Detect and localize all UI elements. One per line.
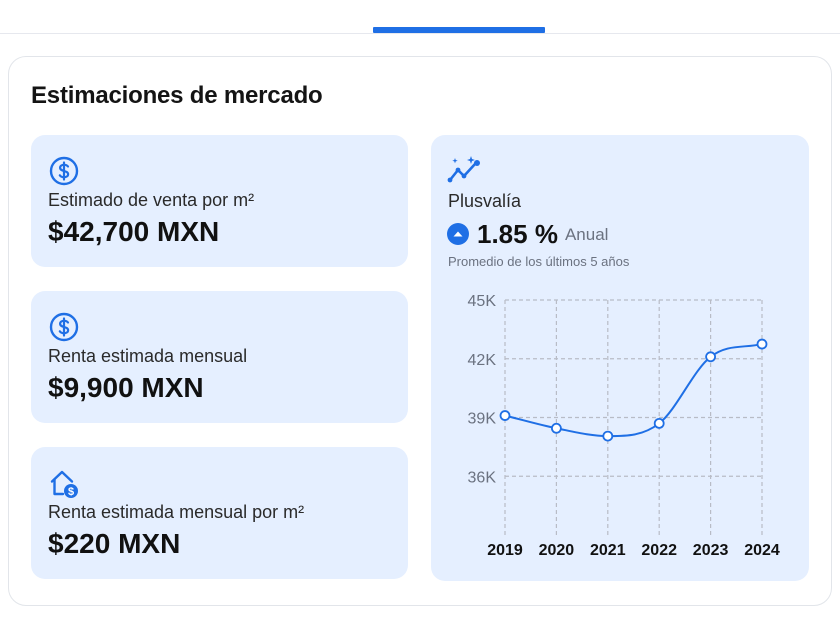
active-tab-indicator bbox=[373, 27, 545, 33]
svg-text:$: $ bbox=[68, 486, 74, 498]
plusvalia-period: Anual bbox=[564, 225, 609, 244]
stat-card-sale-per-m2: Estimado de venta por m² $42,700 MXN bbox=[31, 135, 408, 267]
stat-label: Estimado de venta por m² bbox=[48, 190, 255, 210]
arrow-up-circle-icon bbox=[447, 223, 469, 245]
stat-card-monthly-rent: Renta estimada mensual $9,900 MXN bbox=[31, 291, 408, 423]
plusvalia-line-chart: 36K 39K 42K 45K 2019 2020 2021 2022 2023 2024 bbox=[468, 293, 780, 559]
top-tab-bar bbox=[0, 0, 840, 34]
stat-card-monthly-rent-per-m2: $ Renta estimada mensual por m² $220 MXN bbox=[31, 447, 408, 579]
x-tick-label: 2024 bbox=[744, 542, 780, 559]
data-point bbox=[653, 417, 665, 429]
x-tick-label: 2020 bbox=[539, 542, 575, 559]
y-tick-label: 39K bbox=[468, 411, 497, 428]
stat-value: $9,900 MXN bbox=[48, 372, 204, 403]
plusvalia-rate: 1.85 % bbox=[477, 218, 558, 249]
x-tick-label: 2019 bbox=[487, 542, 523, 559]
y-tick-label: 36K bbox=[468, 469, 497, 486]
house-dollar-icon: $ bbox=[50, 470, 78, 498]
x-tick-label: 2023 bbox=[693, 542, 729, 559]
y-tick-label: 42K bbox=[468, 352, 497, 369]
data-point bbox=[499, 410, 511, 421]
data-point bbox=[602, 430, 614, 442]
plusvalia-card: Plusvalía 1.85 % Anual Promedio de los ú… bbox=[431, 135, 809, 581]
data-point bbox=[551, 422, 562, 434]
stat-label: Renta estimada mensual bbox=[48, 346, 248, 366]
x-tick-label: 2022 bbox=[641, 542, 677, 559]
data-point bbox=[705, 351, 717, 363]
plusvalia-label: Plusvalía bbox=[448, 191, 522, 211]
dollar-circle-icon bbox=[49, 312, 79, 342]
dollar-circle-icon bbox=[49, 156, 79, 186]
y-tick-label: 45K bbox=[468, 293, 497, 310]
section-title: Estimaciones de mercado bbox=[31, 82, 323, 109]
plusvalia-rate-row: 1.85 % Anual bbox=[447, 219, 608, 249]
data-point bbox=[756, 338, 768, 350]
series-line bbox=[504, 343, 763, 438]
stat-value: $42,700 MXN bbox=[48, 216, 220, 247]
plusvalia-note: Promedio de los últimos 5 años bbox=[448, 254, 630, 269]
trend-sparkle-icon bbox=[447, 156, 480, 183]
stat-value: $220 MXN bbox=[48, 528, 181, 559]
x-tick-label: 2021 bbox=[590, 542, 626, 559]
stat-label: Renta estimada mensual por m² bbox=[48, 502, 305, 522]
